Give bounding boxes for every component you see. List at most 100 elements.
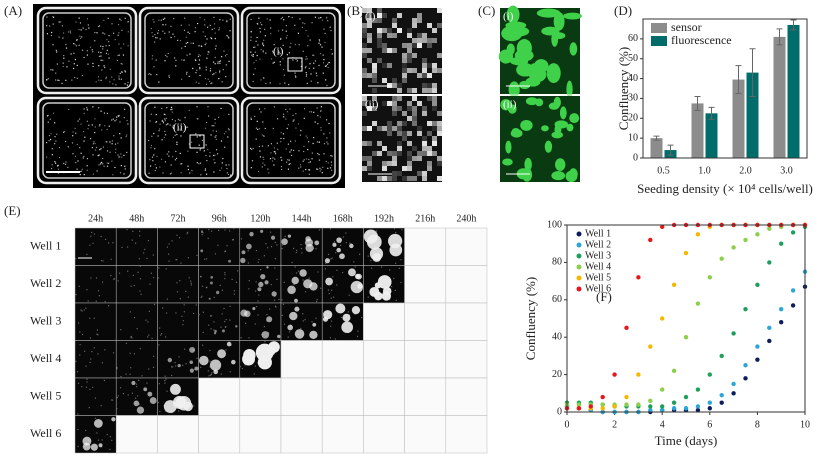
cell-speck: [280, 156, 282, 159]
speck: [103, 379, 106, 381]
cell-speck: [65, 43, 67, 46]
blob: [506, 5, 520, 24]
speck: [349, 314, 351, 316]
speck: [190, 282, 192, 284]
cell-speck: [305, 75, 308, 77]
speck: [328, 292, 330, 295]
cell-speck: [305, 58, 307, 60]
speck: [86, 381, 88, 383]
cell-speck: [326, 141, 328, 143]
speck: [138, 230, 141, 232]
cell-speck: [272, 157, 274, 159]
pixel: [407, 33, 412, 38]
cell-speck: [262, 156, 264, 158]
cell-speck: [76, 64, 78, 67]
cell-speck: [127, 45, 129, 47]
speck: [179, 280, 181, 282]
speck: [148, 310, 150, 312]
speck: [111, 439, 113, 441]
speck: [97, 353, 99, 355]
pixel: [412, 146, 417, 151]
cell-speck: [58, 21, 60, 23]
cell-speck: [151, 58, 153, 60]
cell-speck: [199, 55, 201, 57]
cell-speck: [73, 52, 75, 54]
cell-speck: [186, 54, 188, 56]
cell-speck: [55, 49, 57, 51]
cell-speck: [185, 36, 187, 38]
cell-speck: [225, 131, 227, 133]
cell-speck: [186, 71, 188, 73]
cell-speck: [260, 111, 262, 113]
cell-speck: [214, 56, 216, 59]
pixel: [377, 43, 382, 48]
pixel: [412, 43, 417, 48]
cell-speck: [198, 163, 200, 165]
speck: [315, 248, 317, 250]
speck: [315, 300, 318, 303]
cell-speck: [161, 139, 163, 141]
bar: [773, 36, 786, 158]
pixel: [422, 68, 427, 73]
speck: [90, 277, 92, 279]
cell-speck: [254, 115, 256, 118]
cell-speck: [272, 52, 274, 54]
speck: [95, 300, 97, 302]
speck: [201, 234, 203, 236]
colony: [215, 290, 220, 295]
speck: [389, 269, 391, 271]
data-point: [755, 232, 760, 237]
cell-speck: [116, 116, 118, 118]
pixel: [402, 121, 407, 126]
pixel: [417, 73, 422, 78]
speck: [176, 282, 178, 284]
cell-speck: [224, 146, 226, 148]
speck: [87, 300, 89, 302]
timelapse-frame: [280, 415, 323, 454]
pixel: [382, 13, 387, 18]
row-label: Well 1: [30, 239, 61, 253]
pixel: [367, 48, 372, 53]
cell-speck: [190, 42, 192, 44]
blob: [569, 113, 580, 124]
cell-speck: [123, 173, 125, 175]
speck: [174, 362, 176, 364]
cell-speck: [324, 65, 327, 67]
cell-speck: [320, 169, 322, 171]
pixel: [422, 136, 427, 141]
cell-speck: [280, 137, 282, 140]
cell-speck: [303, 150, 305, 153]
pixel: [397, 171, 402, 176]
pixel: [402, 53, 407, 58]
cell-speck: [51, 164, 53, 166]
cell-speck: [217, 116, 220, 118]
cell-speck: [200, 174, 202, 176]
speck: [134, 397, 137, 399]
speck: [131, 392, 134, 394]
cell-speck: [262, 45, 265, 47]
speck: [93, 317, 95, 319]
cell-speck: [175, 150, 177, 153]
pixel: [417, 33, 422, 38]
speck: [257, 314, 259, 316]
speck: [208, 324, 210, 326]
cell-speck: [170, 36, 172, 39]
speck: [235, 281, 238, 283]
cell-speck: [279, 61, 281, 63]
cell-speck: [161, 107, 163, 110]
cell-speck: [196, 136, 198, 138]
blob: [569, 42, 578, 56]
cell-speck: [258, 145, 261, 148]
cell-speck: [196, 106, 198, 108]
speck: [183, 311, 185, 313]
pixel: [402, 68, 407, 73]
data-point: [600, 406, 605, 411]
cell-speck: [319, 53, 322, 55]
cell-speck: [300, 129, 302, 131]
cell-speck: [294, 75, 297, 77]
cell-speck: [309, 39, 311, 41]
timelapse-frame: [198, 227, 241, 266]
cell-speck: [177, 118, 180, 120]
cell-speck: [171, 108, 173, 110]
cell-speck: [251, 54, 253, 56]
